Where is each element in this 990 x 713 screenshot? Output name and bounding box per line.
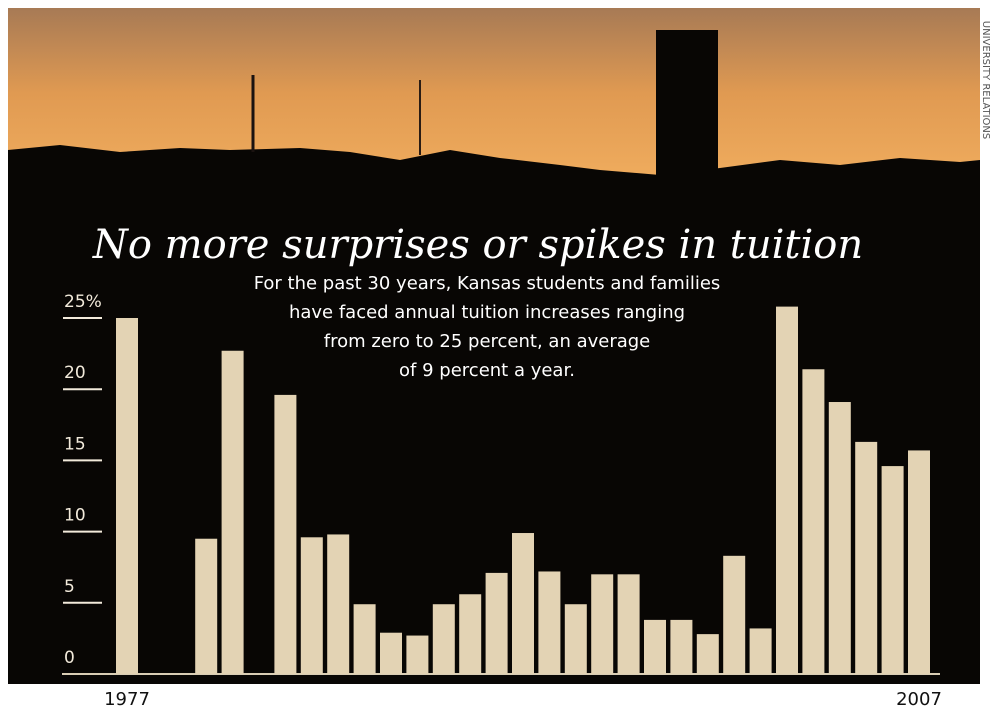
x-tick-label: 1977 bbox=[104, 689, 150, 710]
skyline bbox=[8, 145, 980, 210]
y-tick-label: 20 bbox=[64, 363, 86, 383]
bar bbox=[828, 402, 851, 674]
bar bbox=[353, 604, 376, 674]
bar bbox=[723, 555, 746, 674]
bar bbox=[538, 571, 561, 674]
bar bbox=[116, 318, 138, 674]
bar bbox=[195, 538, 218, 674]
bar bbox=[459, 594, 482, 674]
tower bbox=[656, 30, 718, 210]
bar bbox=[432, 604, 455, 674]
bar bbox=[512, 533, 534, 674]
y-tick-label: 10 bbox=[64, 506, 86, 526]
y-tick-label: 0 bbox=[64, 648, 75, 668]
subtitle-line: from zero to 25 percent, an average bbox=[324, 331, 651, 352]
bar bbox=[749, 628, 772, 674]
bar bbox=[327, 534, 350, 674]
bar bbox=[380, 632, 402, 674]
y-tick-label: 25% bbox=[64, 292, 102, 312]
x-tick-label: 2007 bbox=[896, 689, 942, 710]
bar bbox=[300, 537, 323, 674]
bar bbox=[591, 574, 614, 674]
bar bbox=[274, 394, 297, 674]
bar bbox=[802, 369, 825, 674]
bar bbox=[776, 306, 798, 674]
bar bbox=[406, 635, 429, 674]
bar bbox=[485, 572, 508, 674]
bar bbox=[881, 466, 904, 674]
y-tick-label: 15 bbox=[64, 434, 86, 454]
bar bbox=[670, 619, 693, 674]
bar bbox=[908, 450, 930, 674]
subtitle-line: have faced annual tuition increases rang… bbox=[289, 302, 685, 323]
bar bbox=[696, 634, 719, 674]
subtitle-line: For the past 30 years, Kansas students a… bbox=[254, 273, 721, 294]
bar bbox=[221, 350, 244, 674]
photo-credit: UNIVERSITY RELATIONS bbox=[980, 21, 990, 139]
bar bbox=[617, 574, 640, 674]
subtitle-line: of 9 percent a year. bbox=[399, 360, 575, 381]
bar bbox=[855, 441, 878, 674]
y-tick-label: 5 bbox=[64, 577, 75, 597]
chart-title: No more surprises or spikes in tuition bbox=[92, 222, 863, 268]
bar bbox=[644, 619, 666, 674]
bar bbox=[564, 604, 587, 674]
